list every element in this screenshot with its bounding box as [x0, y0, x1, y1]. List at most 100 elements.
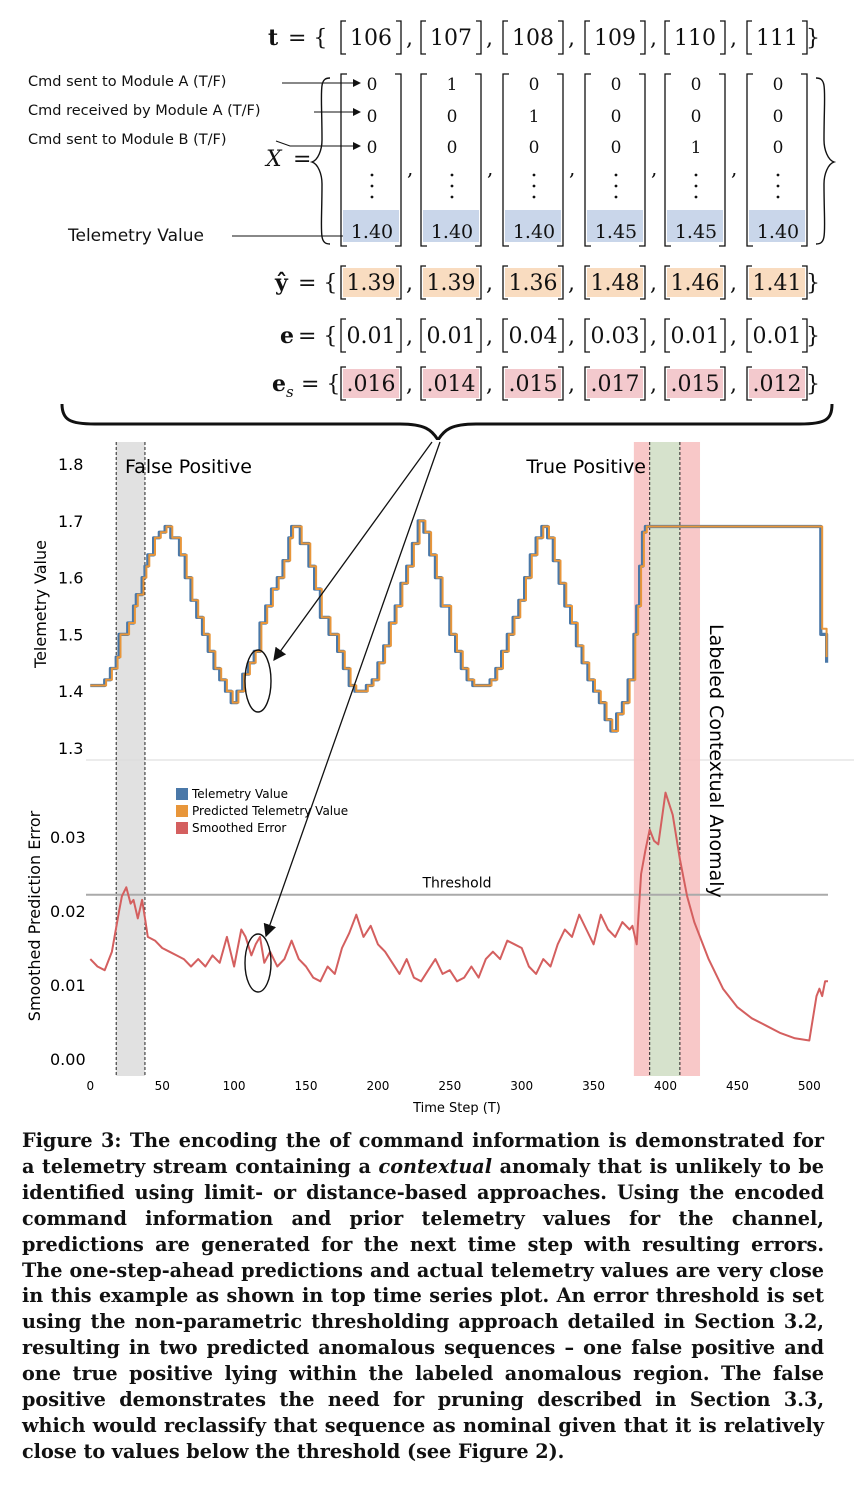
x-cell: 0 — [367, 75, 378, 95]
e-cell: 0.01 — [664, 318, 726, 353]
x-cell: 0 — [447, 107, 458, 127]
x-cell: 0 — [367, 138, 378, 158]
e-cell-value: 0.01 — [427, 324, 476, 349]
x-equals: = — [293, 147, 311, 172]
es-label: e — [272, 371, 286, 397]
e-cell-value: 0.01 — [671, 324, 720, 349]
separator-comma: , — [407, 156, 413, 180]
xtick-label: 0 — [86, 1079, 94, 1093]
t-label: t — [268, 25, 279, 51]
separator-comma: , — [486, 26, 493, 51]
x-column: 1 0 0 1.40, — [420, 73, 493, 247]
yhat-cell-value: 1.41 — [753, 271, 802, 296]
yhat-cell: 1.39 — [420, 265, 482, 300]
top-ytick-label: 1.4 — [58, 682, 83, 701]
separator-comma: , — [650, 271, 657, 296]
t-values: 106 107 108 109 110 111,,,,, — [340, 20, 808, 55]
chart-ticks: 1.8 1.7 1.6 1.5 1.4 1.3 0.03 0.02 0.01 0.000 50 100… — [50, 455, 821, 1093]
annotation-cmd-received: Cmd received by Module A (T/F) — [28, 103, 261, 119]
separator-comma: , — [650, 324, 657, 349]
x-telemetry-cell: 1.45 — [675, 221, 717, 243]
e-equals: = { — [298, 324, 337, 349]
es-cell: .012 — [746, 366, 808, 401]
t-close: } — [806, 26, 820, 51]
ellipsis-dot — [532, 184, 536, 188]
ellipsis-dot — [614, 195, 618, 199]
yhat-cell-value: 1.39 — [347, 271, 396, 296]
x-cell: 0 — [611, 75, 622, 95]
e-cell: 0.01 — [340, 318, 402, 353]
threshold-label: Threshold — [422, 876, 492, 892]
x-cell: 0 — [773, 75, 784, 95]
x-cell: 0 — [691, 75, 702, 95]
x-columns: 0 0 0 1.40, 1 0 0 1.40, 0 1 0 1.40, 0 0 0 1.45, 0 0 1 1.45,… — [340, 73, 808, 247]
annotation-cmd-b: Cmd sent to Module B (T/F) — [28, 132, 226, 148]
xtick-label: 200 — [366, 1079, 389, 1093]
t-cell: 108 — [502, 20, 564, 55]
separator-comma: , — [406, 26, 413, 51]
separator-comma: , — [730, 324, 737, 349]
x-cell: 0 — [773, 138, 784, 158]
bottom-ytick-label: 0.02 — [50, 902, 86, 921]
top-ytick-label: 1.5 — [58, 625, 83, 644]
es-cell-value: .015 — [509, 372, 558, 397]
annotations: Cmd sent to Module A (T/F) Cmd received … — [28, 74, 361, 246]
separator-comma: , — [569, 156, 575, 180]
callout-arrow-telemetry — [273, 441, 433, 662]
annotation-cmd-a: Cmd sent to Module A (T/F) — [28, 74, 226, 90]
x-label: X — [264, 147, 283, 172]
ellipsis-dot — [776, 184, 780, 188]
legend-label: Telemetry Value — [191, 787, 288, 801]
legend-label: Smoothed Error — [192, 821, 286, 835]
t-equals: = { — [288, 26, 327, 51]
separator-comma: , — [406, 324, 413, 349]
yhat-cell-value: 1.46 — [671, 271, 720, 296]
chart-area: 1.8 1.7 1.6 1.5 1.4 1.3 0.03 0.02 0.01 0.000 50 100… — [25, 441, 854, 1116]
chart-backgrounds — [86, 442, 854, 1076]
caption-part-2: anomaly that is unlikely to be identifie… — [22, 1154, 824, 1463]
x-cell: 0 — [691, 107, 702, 127]
yhat-vector: ŷ = { } 1.39 1.39 1.36 1.48 1.46 1.41,,,,, — [274, 265, 820, 300]
es-cell-value: .015 — [671, 372, 720, 397]
es-vector: e s = { } .016 .014 .015 .017 .015 .012,,,,, — [272, 366, 820, 401]
false-positive-band — [116, 442, 145, 1076]
x-cell: 0 — [611, 107, 622, 127]
es-cell-value: .017 — [591, 372, 640, 397]
t-vector: t = { } 106 107 108 109 110 111,,,,, — [268, 20, 820, 55]
xtick-label: 250 — [438, 1079, 461, 1093]
x-matrix: X = 0001.40,1001.40,0101.40,0001.45,0011… — [264, 73, 837, 247]
x-telemetry-cell: 1.40 — [757, 221, 799, 243]
separator-comma: , — [486, 271, 493, 296]
ellipsis-dot — [694, 195, 698, 199]
ellipsis-dot — [776, 173, 780, 177]
t-cell-value: 109 — [594, 26, 636, 51]
xtick-label: 50 — [155, 1079, 170, 1093]
separator-comma: , — [487, 156, 493, 180]
separator-comma: , — [568, 271, 575, 296]
es-cell: .014 — [420, 366, 482, 401]
yhat-cell: 1.36 — [502, 265, 564, 300]
e-cell: 0.01 — [746, 318, 808, 353]
yhat-cell: 1.41 — [746, 265, 808, 300]
separator-comma: , — [650, 26, 657, 51]
x-cell: 0 — [367, 107, 378, 127]
ellipsis-dot — [450, 195, 454, 199]
caption-part-1: Figure 3: The encoding the of command in… — [22, 1129, 824, 1178]
chart-labels: False Positive True Positive Labeled Conte… — [25, 456, 727, 1116]
grouping-brace — [60, 403, 834, 440]
x-cell: 1 — [529, 107, 540, 127]
legend-label: Predicted Telemetry Value — [192, 804, 348, 818]
x-cell: 0 — [773, 107, 784, 127]
t-cell: 111 — [746, 20, 808, 55]
ellipsis-dot — [776, 195, 780, 199]
legend-swatch — [176, 805, 188, 817]
anomaly-regions — [86, 442, 828, 1076]
yhat-label: ŷ — [274, 270, 289, 296]
t-cell: 106 — [340, 20, 402, 55]
x-cell: 0 — [529, 138, 540, 158]
chart-series — [89, 519, 829, 1042]
ellipsis-dot — [694, 184, 698, 188]
labeled-anomaly-label: Labeled Contextual Anomaly — [705, 624, 727, 898]
x-cell: 0 — [447, 138, 458, 158]
bottom-panel-bg — [86, 760, 828, 1076]
